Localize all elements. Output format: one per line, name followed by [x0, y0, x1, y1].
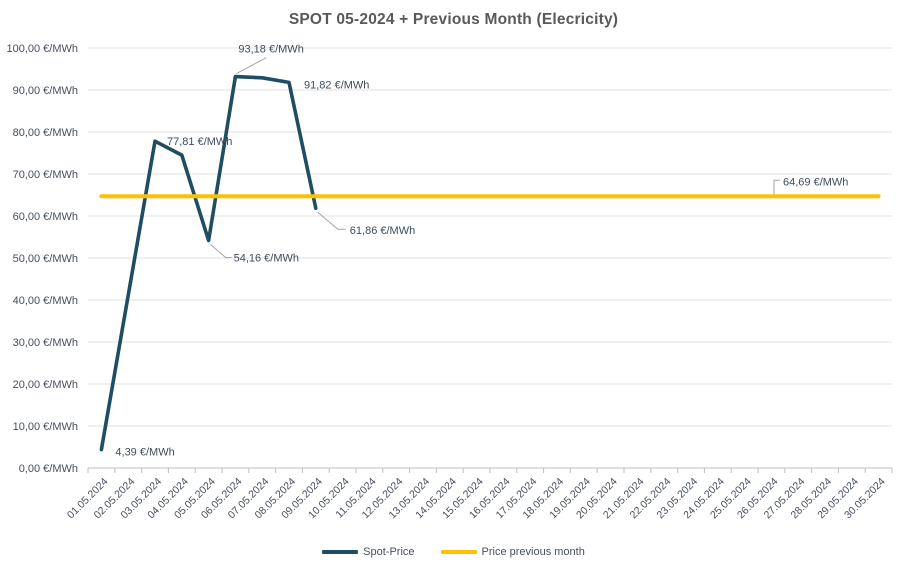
y-axis-label: 0,00 €/MWh [19, 463, 78, 475]
y-axis-label: 50,00 €/MWh [13, 253, 78, 265]
spot-price-line-swatch [322, 550, 359, 554]
y-axis-label: 20,00 €/MWh [13, 379, 78, 391]
y-axis-label: 60,00 €/MWh [13, 211, 78, 223]
y-axis-label: 100,00 €/MWh [6, 43, 78, 55]
legend-label-spot-price: Spot-Price [363, 546, 415, 558]
y-axis-label: 40,00 €/MWh [13, 295, 78, 307]
data-label: 93,18 €/MWh [238, 44, 303, 56]
plot-area: 0,00 €/MWh 10,00 €/MWh 20,00 €/MWh 30,00 €/… [6, 43, 893, 521]
data-label: 61,86 €/MWh [350, 225, 415, 237]
data-label: 91,82 €/MWh [304, 79, 369, 91]
annotation-leader-line [210, 244, 232, 258]
y-axis-label: 30,00 €/MWh [13, 337, 78, 349]
legend-item-spot-price: Spot-Price [322, 546, 415, 558]
annotation-leader-line [236, 57, 267, 75]
y-axis-label: 10,00 €/MWh [13, 421, 78, 433]
y-axis-label: 80,00 €/MWh [13, 127, 78, 139]
previous-month-line-swatch [440, 550, 477, 554]
annotation-leader-line [317, 211, 346, 230]
legend-item-previous-month: Price previous month [440, 546, 585, 558]
data-label: 54,16 €/MWh [234, 253, 299, 265]
annotation-leader-line [773, 179, 780, 195]
data-label: 4,39 €/MWh [115, 447, 174, 459]
data-label: 77,81 €/MWh [167, 136, 232, 148]
y-axis-label: 90,00 €/MWh [13, 85, 78, 97]
spot-price-line [99, 74, 318, 452]
y-axis-label: 70,00 €/MWh [13, 169, 78, 181]
chart-title: SPOT 05-2024 + Previous Month (Elecricit… [288, 11, 619, 28]
legend-label-previous-month: Price previous month [481, 546, 585, 558]
legend: Spot-Price Price previous month [0, 546, 907, 558]
data-label: 64,69 €/MWh [783, 176, 848, 188]
